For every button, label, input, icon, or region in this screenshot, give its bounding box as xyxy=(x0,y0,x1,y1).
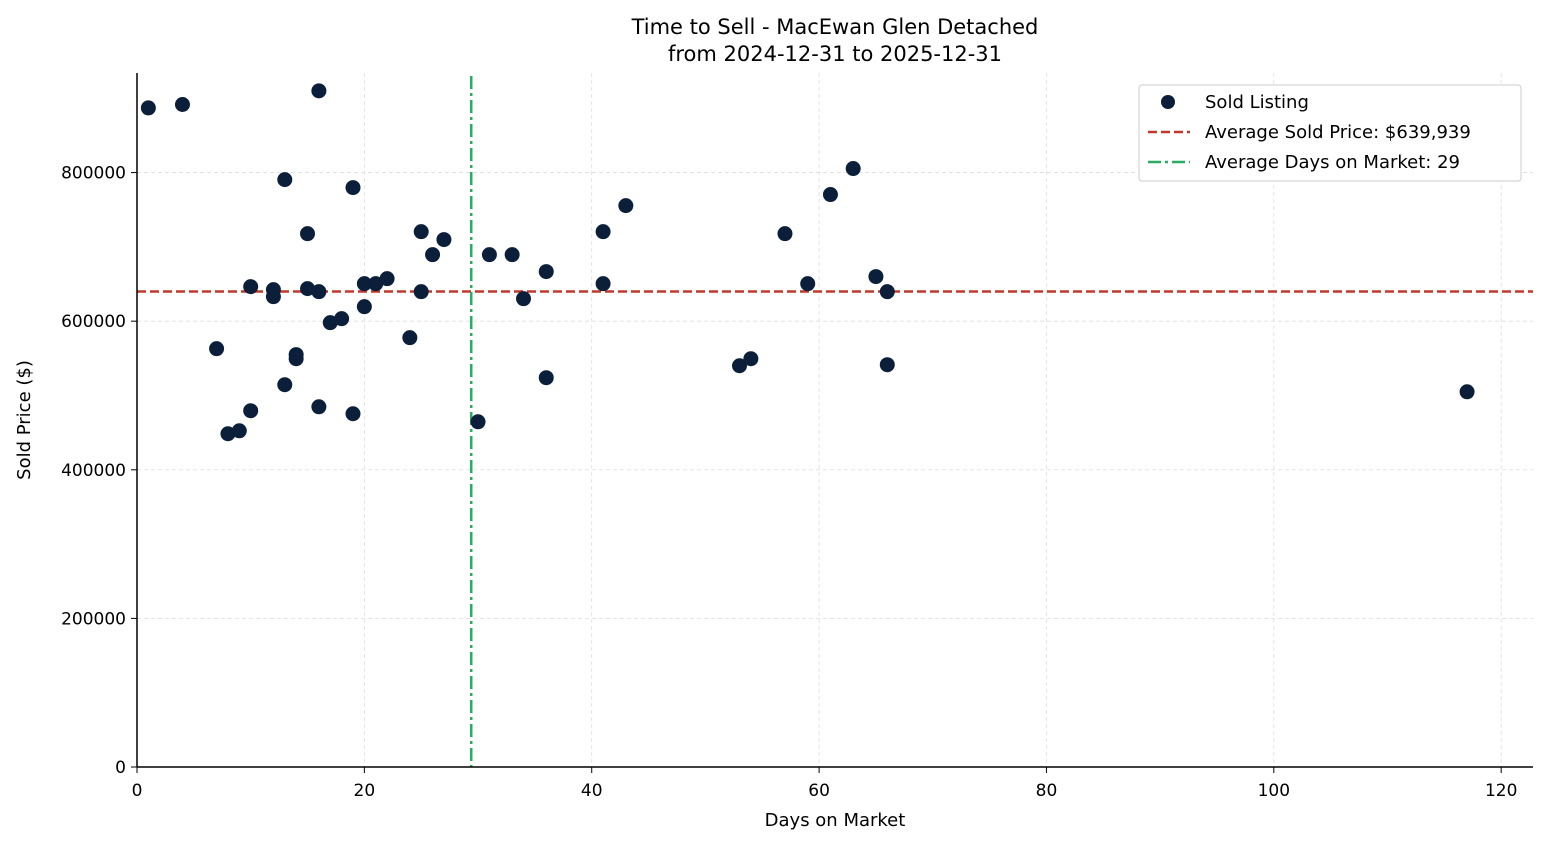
sold-listing-point xyxy=(481,247,497,263)
sold-listing-point xyxy=(1459,384,1475,400)
sold-listing-point xyxy=(800,276,816,292)
sold-listing-point xyxy=(300,281,316,297)
chart-subtitle: from 2024-12-31 to 2025-12-31 xyxy=(668,42,1002,66)
sold-listing-point xyxy=(743,351,759,367)
sold-listing-point xyxy=(345,406,361,422)
sold-listing-point xyxy=(595,276,611,292)
sold-listing-point xyxy=(368,276,384,292)
legend-label-sold: Sold Listing xyxy=(1205,92,1309,113)
sold-listing-point xyxy=(413,284,429,300)
sold-listing-point xyxy=(379,271,395,287)
x-axis-label: Days on Market xyxy=(765,810,906,831)
sold-listing-point xyxy=(220,426,236,442)
sold-listing-point xyxy=(345,180,361,196)
sold-listing-point xyxy=(231,423,247,439)
y-tick-label: 800000 xyxy=(61,164,126,184)
sold-listing-point xyxy=(265,289,281,305)
y-tick-label: 200000 xyxy=(61,609,126,629)
x-tick-label: 100 xyxy=(1258,781,1290,801)
sold-listing-point xyxy=(425,247,441,263)
sold-listing-point xyxy=(595,224,611,240)
y-tick-label: 600000 xyxy=(61,312,126,332)
sold-listing-point xyxy=(618,198,634,214)
sold-listing-point xyxy=(845,161,861,177)
y-tick-label: 0 xyxy=(115,758,126,778)
y-tick-label: 400000 xyxy=(61,461,126,481)
sold-listing-point xyxy=(879,357,895,373)
sold-listing-point xyxy=(311,284,327,300)
sold-listing-point xyxy=(322,315,338,331)
sold-listing-point xyxy=(470,414,486,430)
sold-listing-point xyxy=(402,330,418,346)
sold-listing-point xyxy=(311,83,327,99)
x-tick-label: 60 xyxy=(808,781,830,801)
sold-listing-point xyxy=(140,100,156,116)
sold-listing-point xyxy=(300,226,316,242)
x-tick-label: 0 xyxy=(132,781,143,801)
sold-listing-point xyxy=(538,264,554,280)
x-tick-label: 40 xyxy=(581,781,603,801)
sold-listing-point xyxy=(516,291,532,307)
sold-listing-point xyxy=(879,284,895,300)
sold-listing-point xyxy=(504,247,520,263)
sold-listing-point xyxy=(822,187,838,203)
sold-listing-point xyxy=(174,97,190,113)
sold-listing-point xyxy=(243,279,259,295)
legend-box xyxy=(1138,84,1522,182)
legend-label-avg-price: Average Sold Price: $639,939 xyxy=(1205,122,1471,143)
x-tick-label: 80 xyxy=(1036,781,1058,801)
legend-label-avg-days: Average Days on Market: 29 xyxy=(1205,152,1460,173)
sold-listing-point xyxy=(356,299,372,315)
x-tick-label: 20 xyxy=(354,781,376,801)
sold-listing-point xyxy=(311,399,327,415)
sold-listing-point xyxy=(538,370,554,386)
legend-marker-sold xyxy=(1161,95,1175,109)
sold-listing-point xyxy=(732,358,748,374)
y-axis-label: Sold Price ($) xyxy=(14,360,35,480)
sold-listing-point xyxy=(777,226,793,242)
sold-listing-point xyxy=(413,224,429,240)
chart-title: Time to Sell - MacEwan Glen Detached xyxy=(631,15,1039,39)
x-tick-label: 120 xyxy=(1485,781,1517,801)
sold-listing-point xyxy=(277,377,293,393)
sold-listing-point xyxy=(277,172,293,188)
sold-listing-point xyxy=(868,269,884,285)
sold-listing-point xyxy=(334,311,350,327)
sold-listing-point xyxy=(356,276,372,292)
legend: Sold Listing Average Sold Price: $639,93… xyxy=(1138,84,1522,182)
sold-listing-point xyxy=(288,351,304,367)
sold-listing-point xyxy=(243,403,259,419)
sold-listing-point xyxy=(436,232,452,248)
sold-listing-point xyxy=(209,341,225,357)
